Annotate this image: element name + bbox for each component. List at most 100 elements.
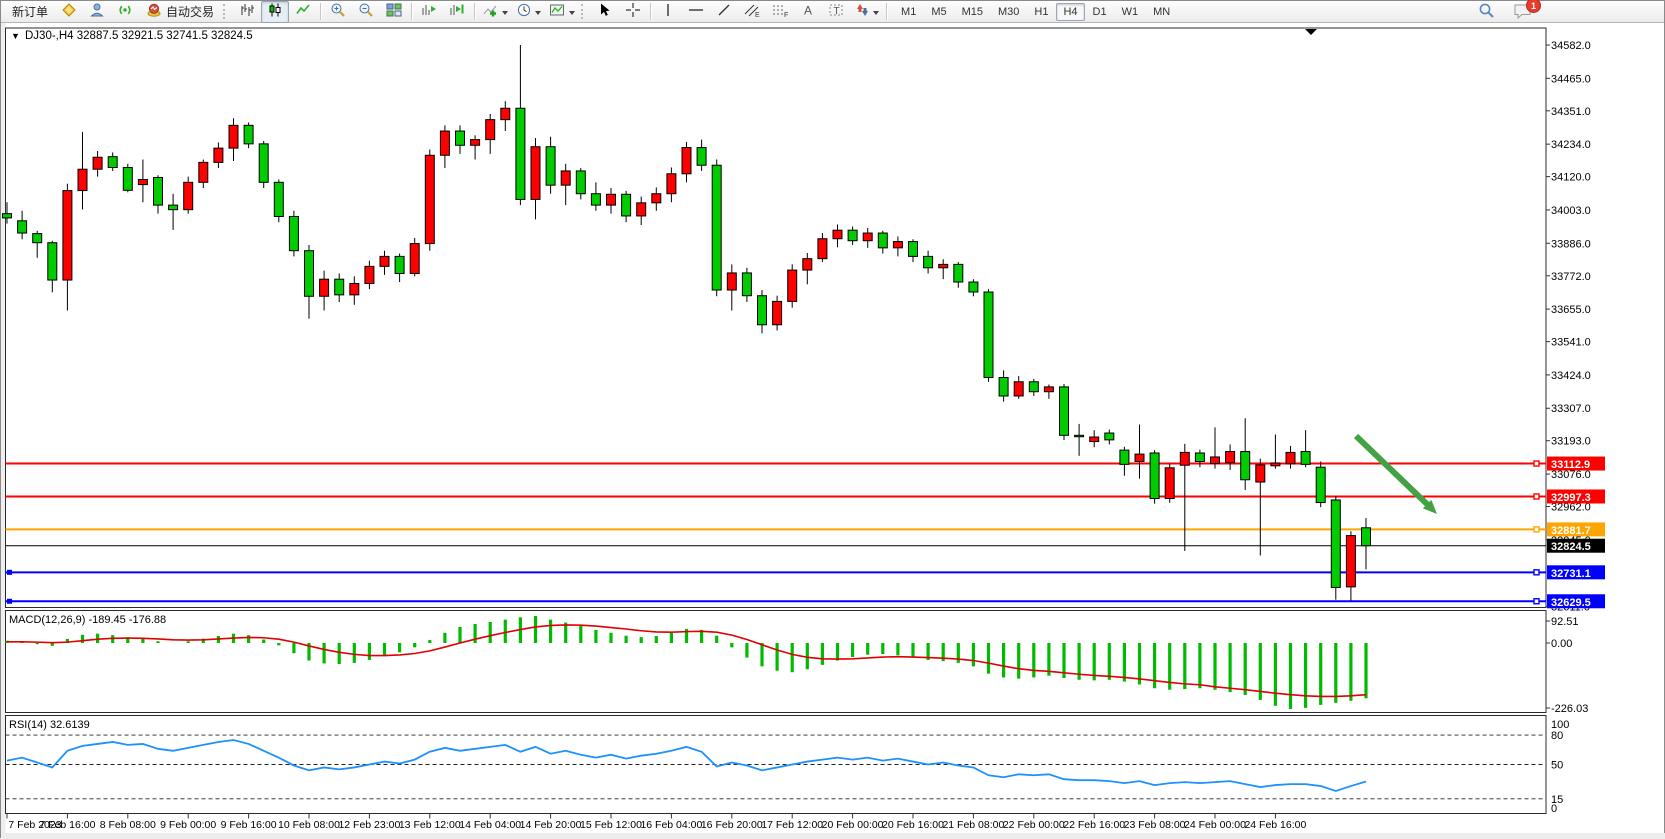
price-axis-label: 32962.0 xyxy=(1551,502,1591,514)
candle xyxy=(32,230,43,258)
tab-timeframe-m15[interactable]: M15 xyxy=(961,5,983,18)
candle xyxy=(1013,376,1024,399)
line-handle[interactable] xyxy=(7,598,12,604)
tab-timeframe-m5[interactable]: M5 xyxy=(931,5,947,18)
line-handle[interactable] xyxy=(1533,598,1540,605)
tab-timeframe-m30[interactable]: M30 xyxy=(998,5,1020,18)
tab-timeframe-w1[interactable]: W1 xyxy=(1121,5,1139,18)
candle xyxy=(2,202,12,224)
search-button[interactable] xyxy=(1472,1,1500,23)
chart-end-marker xyxy=(1305,29,1317,35)
line-handle[interactable] xyxy=(7,569,12,575)
chart-autoscroll-button[interactable] xyxy=(443,1,471,23)
cursor-button[interactable] xyxy=(591,1,619,23)
tab-timeframe-m1[interactable]: M1 xyxy=(901,5,917,18)
candle-chart-button[interactable] xyxy=(261,0,290,23)
signal-icon xyxy=(117,2,133,21)
toolbar-grip[interactable] xyxy=(581,4,589,19)
price-axis-label: 34234.0 xyxy=(1551,139,1591,151)
candle xyxy=(1285,445,1296,469)
zoom-out-button[interactable] xyxy=(352,1,380,23)
fibonacci-tool-button[interactable]: F xyxy=(766,1,794,23)
candle xyxy=(1255,458,1266,556)
line-handle[interactable] xyxy=(1533,460,1540,467)
toolbar-separator xyxy=(320,3,322,20)
svg-text:F: F xyxy=(784,12,788,18)
label-tool-button[interactable]: T xyxy=(822,1,850,23)
community-button[interactable] xyxy=(83,1,111,23)
price-axis-label: 34003.0 xyxy=(1551,205,1591,217)
price-level-tag-33112.9 xyxy=(1547,456,1605,471)
tab-timeframe-h1[interactable]: H1 xyxy=(1034,5,1049,18)
line-chart-button[interactable] xyxy=(289,1,317,23)
arrows-tool-button[interactable] xyxy=(850,1,883,23)
candle xyxy=(1300,430,1311,468)
down-arrow-annotation[interactable] xyxy=(1353,433,1431,508)
candle xyxy=(213,142,224,169)
periods-button[interactable] xyxy=(512,1,545,23)
text-tool-button[interactable]: A xyxy=(794,1,822,23)
candle xyxy=(1134,424,1145,479)
candle xyxy=(455,125,465,154)
candle xyxy=(741,267,752,302)
templates-button[interactable] xyxy=(545,1,579,23)
candle xyxy=(1074,423,1085,456)
notification-badge: 1 xyxy=(1526,0,1541,13)
candle xyxy=(787,264,798,308)
candle xyxy=(983,289,994,382)
vline-tool-button[interactable] xyxy=(654,1,682,23)
date-axis-label: 17 Feb 12:00 xyxy=(761,819,823,831)
price-axis-label: 33424.0 xyxy=(1551,370,1591,382)
candle xyxy=(1089,430,1100,448)
date-axis-label: 15 Feb 12:00 xyxy=(580,819,642,831)
date-axis-label: 12 Feb 23:00 xyxy=(338,819,400,831)
candle xyxy=(258,141,269,189)
auto-trading-button[interactable]: 自动交易 xyxy=(139,1,221,23)
tab-timeframe-mn[interactable]: MN xyxy=(1153,5,1171,18)
notifications-button[interactable]: 1 xyxy=(1508,0,1541,23)
price-level-tag-text: 32629.5 xyxy=(1551,597,1591,609)
tab-timeframe-h4[interactable]: H4 xyxy=(1056,2,1085,21)
channel-tool-button[interactable]: E xyxy=(738,1,766,23)
new-order-button[interactable]: 新订单 xyxy=(12,5,49,19)
zoom-in-button[interactable] xyxy=(324,1,352,23)
candle xyxy=(243,122,254,149)
chart-shift-button[interactable] xyxy=(415,1,443,23)
symbol-dropdown-icon[interactable]: ▼ xyxy=(11,31,20,41)
crosshair-button[interactable] xyxy=(619,1,647,23)
candle xyxy=(923,250,934,274)
tile-windows-button[interactable] xyxy=(380,1,408,23)
candle xyxy=(17,210,28,240)
signals-button[interactable] xyxy=(111,1,139,23)
candle xyxy=(304,244,314,319)
line-handle[interactable] xyxy=(1533,526,1540,533)
line-handle[interactable] xyxy=(1533,569,1540,576)
add-indicator-button[interactable] xyxy=(478,1,512,23)
date-axis-label: 16 Feb 04:00 xyxy=(640,819,702,831)
price-level-tag-32629.5 xyxy=(1547,594,1605,609)
trendline-tool-button[interactable] xyxy=(710,1,738,23)
mql-diamond-icon xyxy=(60,2,78,21)
toolbar-right-icons: 1 xyxy=(1472,0,1541,23)
price-axis-label: 33655.0 xyxy=(1551,304,1591,316)
candle xyxy=(1059,384,1069,441)
hline-tool-button[interactable] xyxy=(682,1,710,23)
mql-market-button[interactable] xyxy=(55,1,83,23)
candle xyxy=(288,210,299,257)
candle xyxy=(711,159,722,297)
candle xyxy=(847,226,858,245)
candle xyxy=(545,136,556,194)
toolbar-grip[interactable] xyxy=(223,4,231,19)
bar-chart-button[interactable] xyxy=(233,1,261,23)
candle xyxy=(137,159,148,203)
chart-canvas[interactable]: 34582.0 34465.0 34351.0 34234.0 34120.0 34003… xyxy=(1,23,1665,839)
bar-chart-icon xyxy=(239,2,255,21)
candle xyxy=(651,187,662,211)
date-axis-label: 7 Feb 16:00 xyxy=(39,819,95,831)
date-axis-label: 9 Feb 00:00 xyxy=(160,819,216,831)
arrows-tool-icon xyxy=(854,2,870,21)
price-axis-label: 33193.0 xyxy=(1551,436,1591,448)
tab-timeframe-d1[interactable]: D1 xyxy=(1092,5,1107,18)
candle xyxy=(938,259,949,280)
line-handle[interactable] xyxy=(1533,493,1540,500)
